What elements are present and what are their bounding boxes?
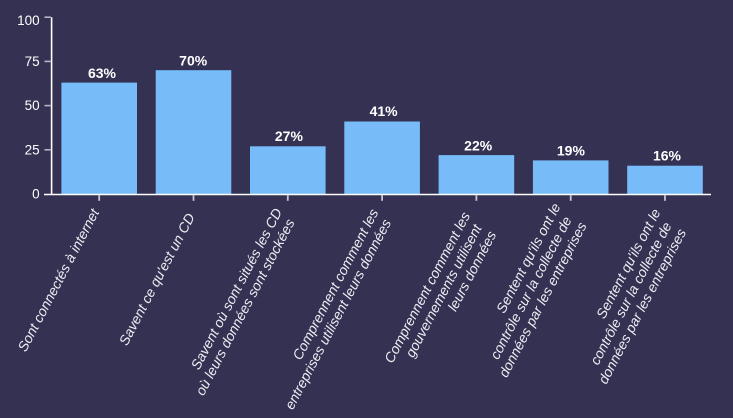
- svg-text:19%: 19%: [557, 143, 586, 159]
- svg-text:75: 75: [25, 54, 40, 69]
- svg-text:16%: 16%: [653, 148, 682, 164]
- svg-text:41%: 41%: [370, 103, 399, 119]
- svg-text:0: 0: [32, 187, 40, 202]
- svg-text:50: 50: [25, 98, 40, 113]
- svg-text:25: 25: [25, 142, 40, 157]
- svg-text:70%: 70%: [179, 52, 208, 68]
- svg-text:27%: 27%: [275, 128, 304, 144]
- svg-text:100: 100: [17, 13, 40, 28]
- svg-text:63%: 63%: [88, 65, 117, 81]
- svg-text:22%: 22%: [464, 137, 493, 153]
